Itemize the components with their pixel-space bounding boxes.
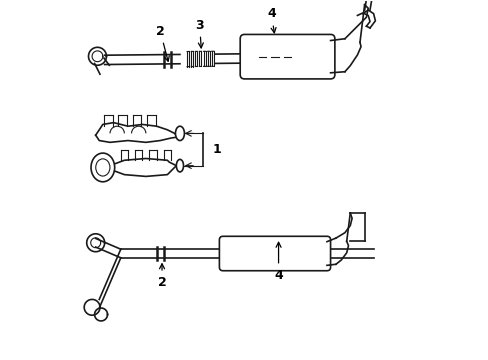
Text: 2: 2 xyxy=(157,264,166,289)
Ellipse shape xyxy=(91,153,115,182)
Text: 1: 1 xyxy=(212,143,221,156)
Text: 4: 4 xyxy=(274,242,283,282)
Text: 4: 4 xyxy=(266,8,275,33)
Text: 2: 2 xyxy=(156,25,169,61)
FancyBboxPatch shape xyxy=(240,35,334,79)
Text: 3: 3 xyxy=(195,19,203,48)
FancyBboxPatch shape xyxy=(219,236,330,271)
Ellipse shape xyxy=(175,126,184,140)
Ellipse shape xyxy=(176,159,183,172)
Ellipse shape xyxy=(96,159,110,176)
